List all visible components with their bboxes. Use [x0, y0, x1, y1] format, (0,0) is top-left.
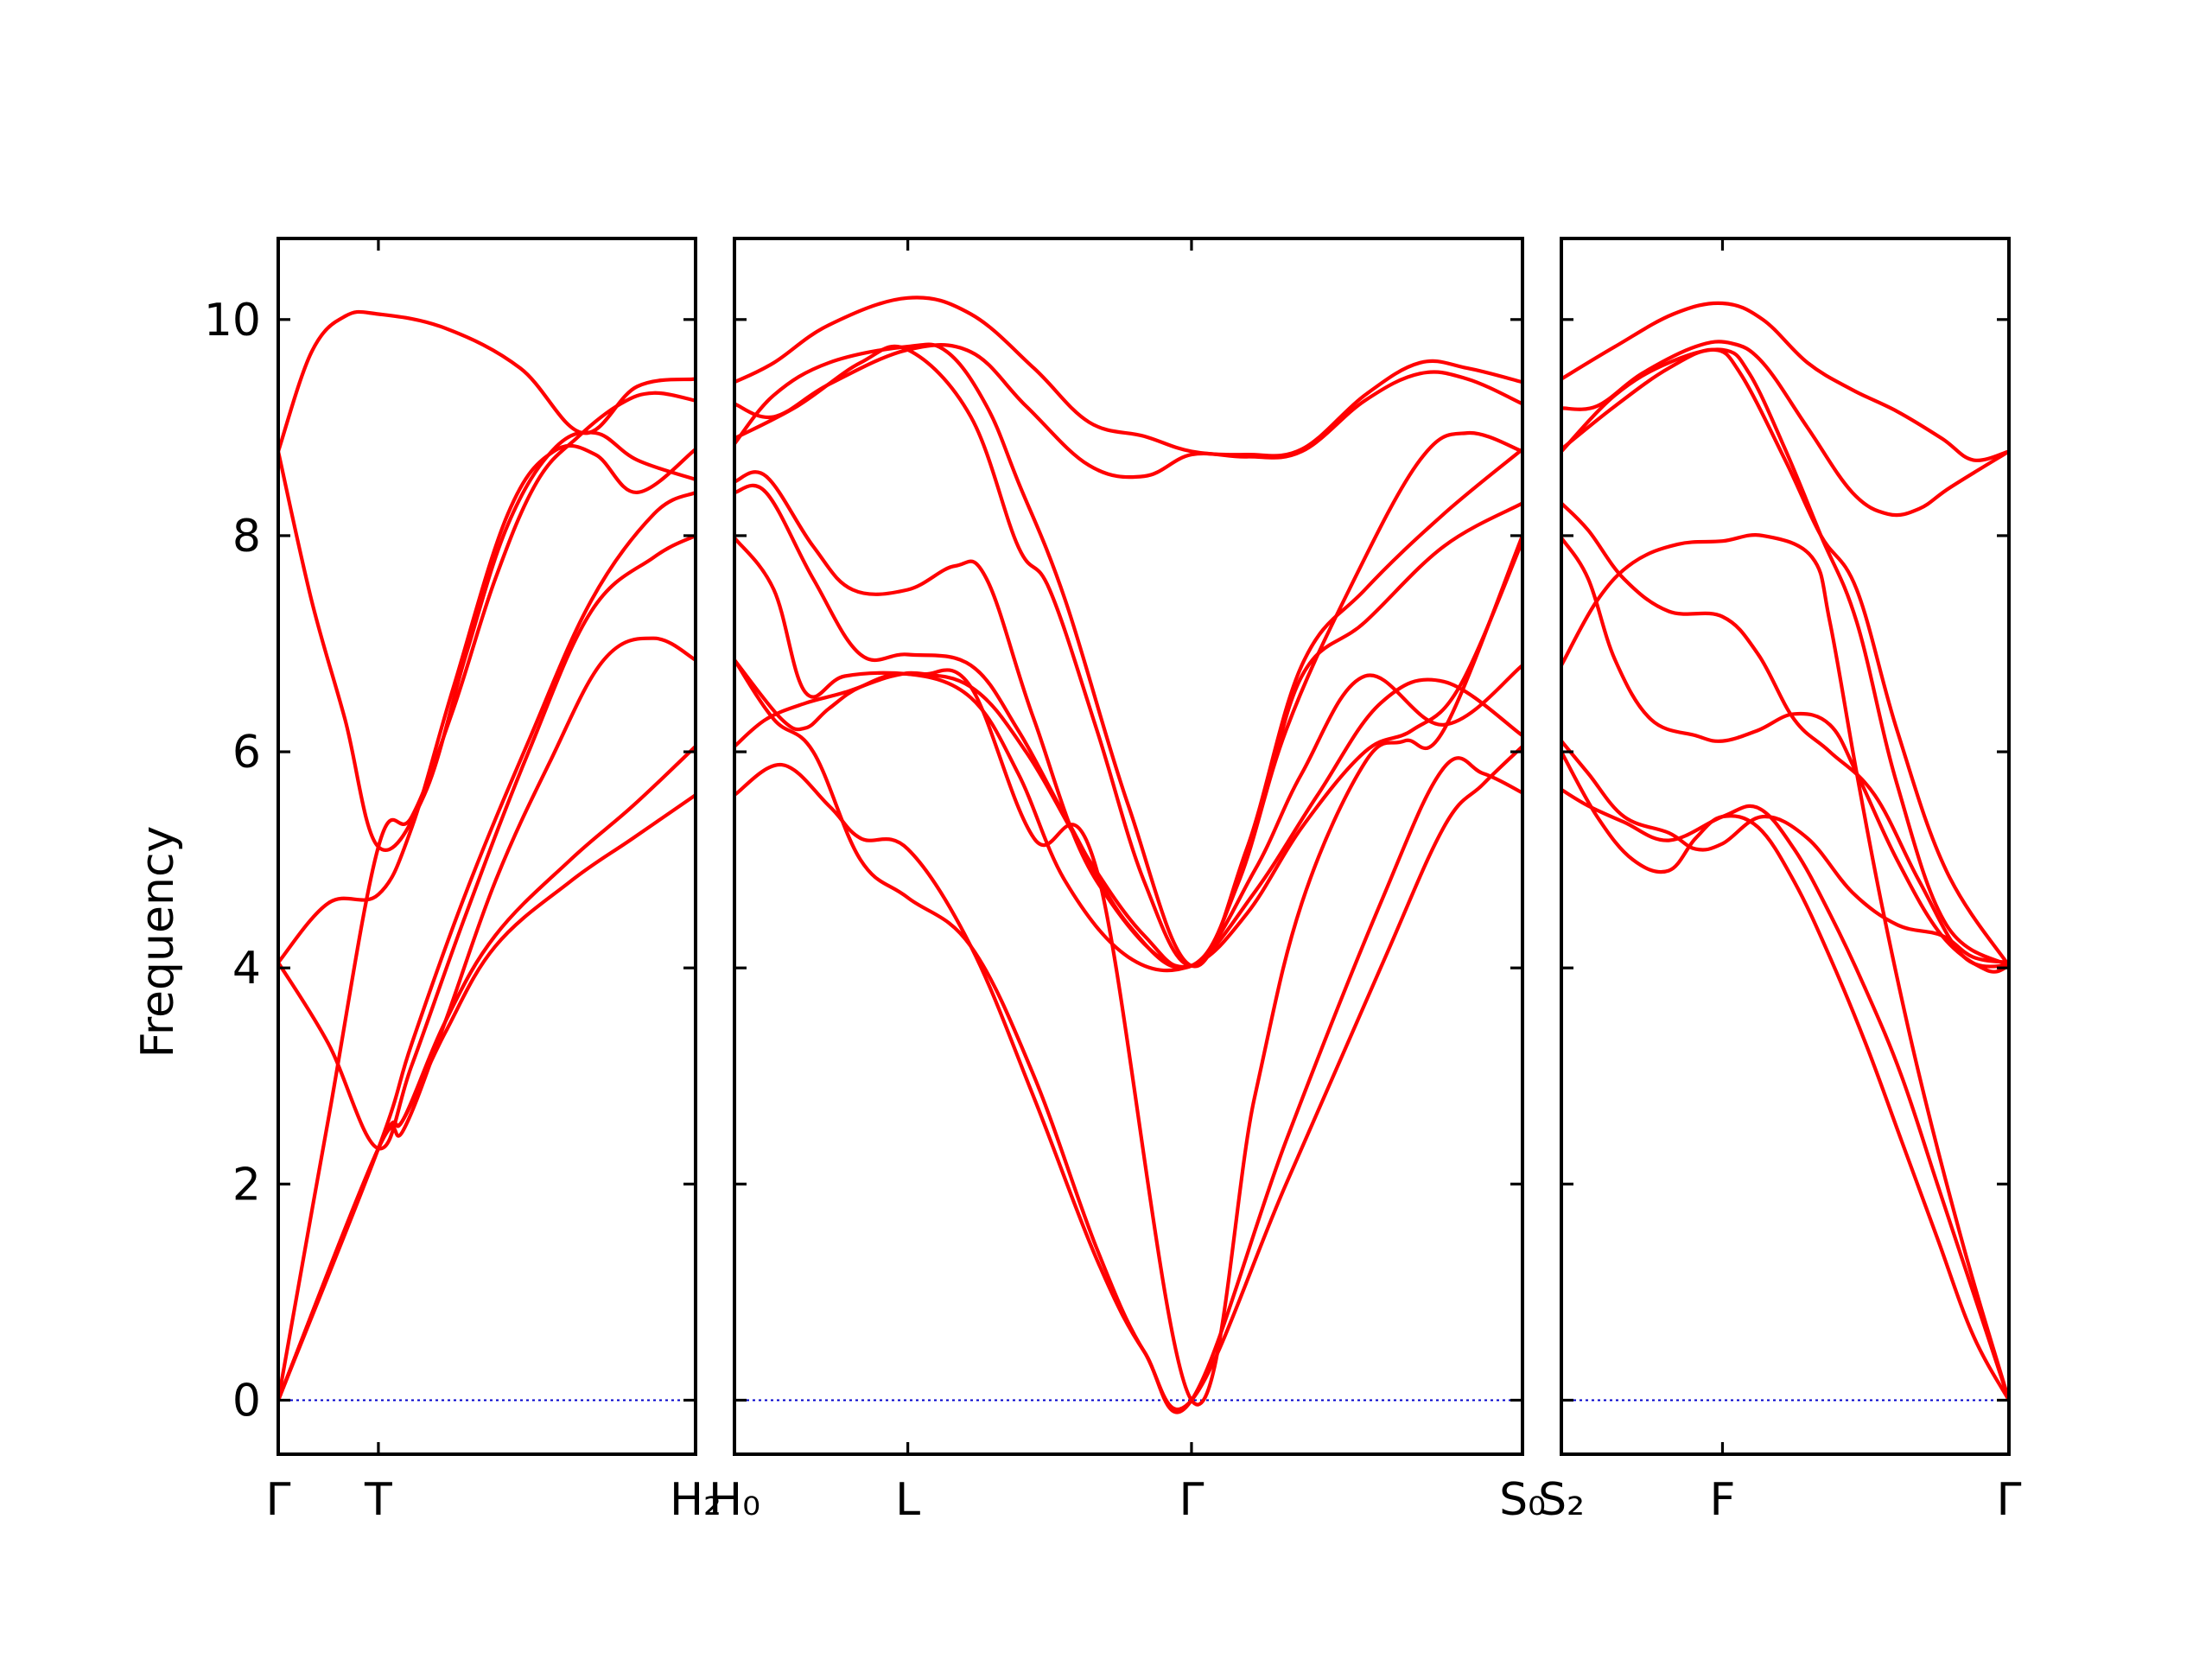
band-line-2-1: [734, 296, 1522, 458]
x-tick-label: F: [1710, 1474, 1736, 1526]
band-line-2-3: [734, 344, 1522, 968]
y-tick-label: 2: [232, 1159, 261, 1211]
panel-1-bands: [278, 309, 696, 1402]
band-line-3-1: [1561, 301, 2009, 462]
x-tick-label: S₂: [1538, 1474, 1585, 1526]
x-tick-label: L: [895, 1474, 920, 1526]
x-tick-label: T: [364, 1474, 392, 1526]
band-line-3-6: [1561, 536, 2009, 974]
band-line-2-5: [734, 470, 1522, 969]
band-line-1-7: [278, 636, 696, 1402]
band-line-1-3: [278, 443, 696, 964]
band-line-3-8: [1561, 739, 2009, 964]
y-tick-label: 10: [204, 295, 261, 346]
band-line-2-9: [734, 533, 1522, 1407]
panel-1-frame: [276, 237, 697, 1456]
band-line-2-8: [734, 539, 1522, 973]
y-tick-label: 6: [232, 727, 261, 779]
panel-1: Γ T H₂ 0 2 4 6 8 10: [204, 237, 721, 1526]
x-tick-label: Γ: [1997, 1474, 2022, 1526]
panel-3-bands: [1561, 301, 2009, 1402]
band-line-2-2: [734, 343, 1522, 480]
band-line-1-4: [278, 391, 696, 1402]
band-line-3-3: [1561, 347, 2009, 968]
y-tick-label: 4: [232, 943, 261, 995]
x-tick-label: S₀: [1499, 1474, 1546, 1526]
band-line-3-9: [1561, 787, 2009, 1402]
band-line-2-11: [734, 658, 1522, 1411]
band-line-3-5: [1561, 501, 2009, 969]
band-line-3-10: [1561, 750, 2009, 1402]
band-line-2-6: [734, 483, 1522, 970]
band-line-2-10: [734, 756, 1522, 1414]
panel-2-bands: [734, 296, 1522, 1414]
band-line-3-2: [1561, 340, 2009, 518]
x-tick-label: H₂: [670, 1474, 721, 1526]
panel-2: H₀ L Γ S₀: [709, 237, 1546, 1526]
panel-3: S₂ F Γ: [1538, 237, 2022, 1526]
band-line-3-4: [1561, 347, 2009, 968]
y-axis-label: Frequency: [132, 826, 184, 1058]
y-tick-label: 0: [232, 1375, 261, 1427]
x-tick-label: Γ: [1179, 1474, 1204, 1526]
panel-2-frame: [733, 237, 1524, 1456]
panel-3-frame: [1560, 237, 2011, 1456]
band-line-3-7: [1561, 533, 2009, 1402]
band-line-2-7: [734, 536, 1522, 969]
band-line-2-4: [734, 342, 1522, 969]
x-tick-label: Γ: [266, 1474, 291, 1526]
x-tick-label: H₀: [709, 1474, 760, 1526]
band-line-1-1: [278, 309, 696, 454]
band-line-1-9: [278, 793, 696, 1402]
y-tick-label: 8: [232, 511, 261, 563]
band-line-1-6: [278, 533, 696, 1151]
